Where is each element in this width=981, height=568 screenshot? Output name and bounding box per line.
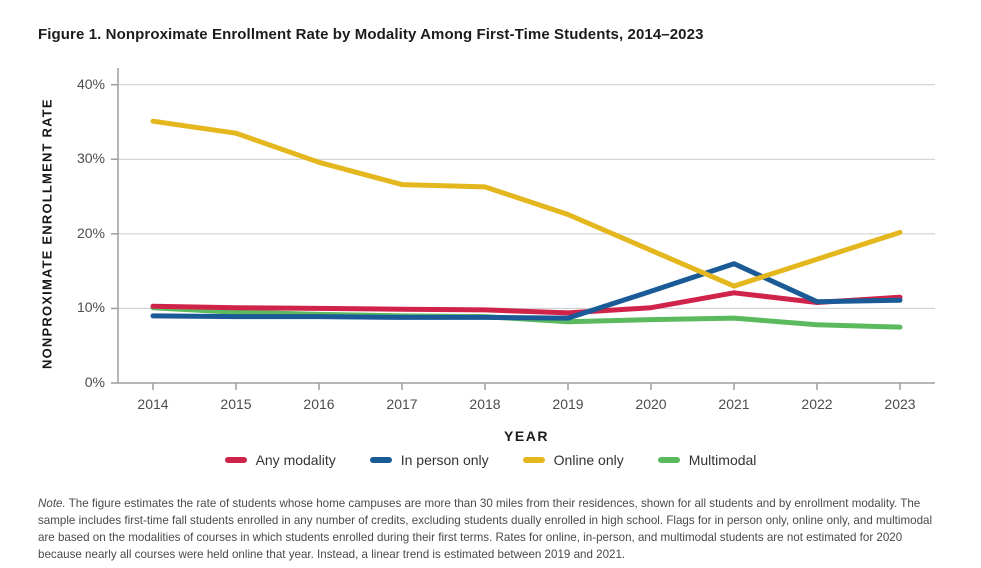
x-tick-label: 2021 <box>718 396 750 412</box>
figure-title: Figure 1. Nonproximate Enrollment Rate b… <box>38 26 704 43</box>
x-tick-label: 2017 <box>386 396 418 412</box>
series-line-in-person-only <box>150 261 903 321</box>
legend-label: Any modality <box>255 452 336 468</box>
x-tick-label: 2018 <box>469 396 501 412</box>
legend-swatch-icon <box>522 457 545 463</box>
legend-label: Multimodal <box>688 452 757 468</box>
y-tick-label: 20% <box>76 224 105 241</box>
x-tick-label: 2020 <box>635 396 667 412</box>
legend-item-in-person-only: In person only <box>369 452 489 468</box>
x-tick-label: 2015 <box>220 396 252 412</box>
legend-swatch-icon <box>657 457 680 463</box>
legend-label: In person only <box>400 452 489 468</box>
series-line-online-only <box>150 118 903 289</box>
x-axis-label: YEAR <box>504 428 549 444</box>
y-axis-label: NONPROXIMATE ENROLLMENT RATE <box>39 98 55 370</box>
x-tick-label: 2023 <box>884 396 916 412</box>
legend-swatch-icon <box>369 457 392 463</box>
x-tick-label: 2016 <box>303 396 335 412</box>
legend-item-any-modality: Any modality <box>224 452 336 468</box>
legend-item-multimodal: Multimodal <box>657 452 757 468</box>
legend-swatch-icon <box>224 457 247 463</box>
y-tick-label: 40% <box>76 75 105 92</box>
note-body: The figure estimates the rate of student… <box>38 497 933 562</box>
chart-legend: Any modality In person only Online only Mul… <box>0 452 981 468</box>
figure-note: Note. The figure estimates the rate of s… <box>38 495 946 563</box>
x-tick-label: 2022 <box>801 396 833 412</box>
x-tick-label: 2019 <box>552 396 584 412</box>
note-label: Note. <box>38 497 66 510</box>
y-tick-label: 0% <box>84 374 105 390</box>
y-tick-label: 10% <box>76 299 105 316</box>
legend-item-online-only: Online only <box>522 452 624 468</box>
series-line-any-modality <box>150 290 903 316</box>
x-tick-label: 2014 <box>137 396 169 412</box>
y-tick-label: 30% <box>76 150 105 167</box>
legend-label: Online only <box>553 452 624 468</box>
